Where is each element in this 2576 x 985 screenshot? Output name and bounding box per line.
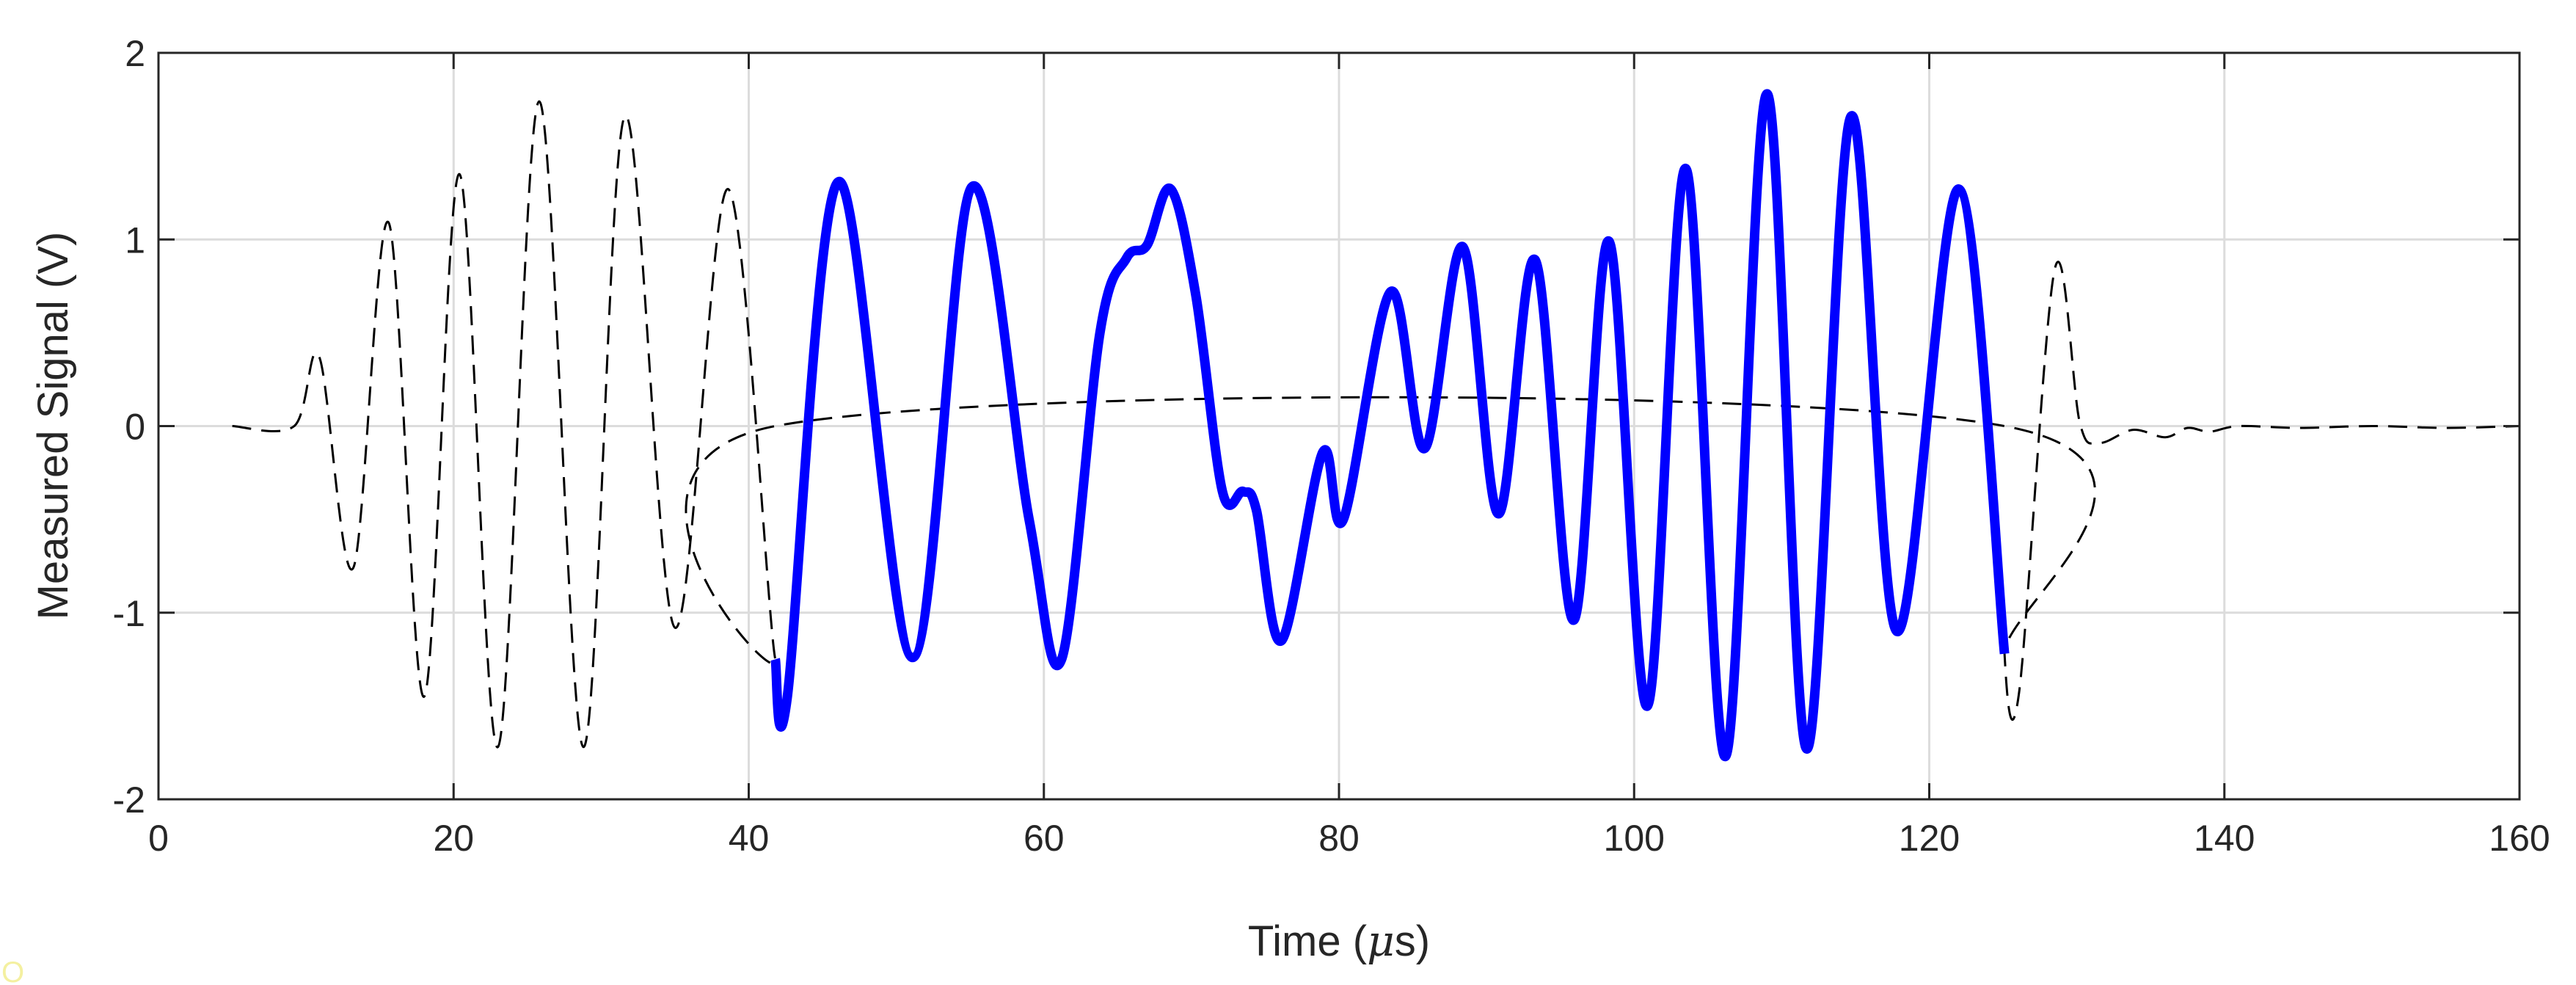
y-tick-label: 0 (125, 407, 145, 448)
series-layer (232, 89, 2520, 762)
x-tick-labels: 0 20 40 60 80 100 120 140 160 (148, 818, 2550, 859)
x-tick-label: 120 (1899, 818, 1960, 859)
y-tick-label: -2 (113, 779, 145, 821)
x-axis-label-suffix: s) (1395, 917, 1430, 965)
y-tick-label: 1 (125, 219, 145, 261)
x-axis-label-unit: μ (1367, 916, 1395, 966)
axis-ticks (157, 51, 2521, 801)
y-axis-label: Measured Signal (V) (29, 232, 77, 620)
y-tick-label: -1 (113, 593, 145, 634)
x-tick-label: 140 (2194, 818, 2255, 859)
x-tick-label: 160 (2489, 818, 2550, 859)
y-tick-label: 2 (125, 33, 145, 74)
x-tick-label: 40 (729, 818, 770, 859)
x-tick-label: 80 (1318, 818, 1360, 859)
x-tick-label: 0 (148, 818, 169, 859)
x-tick-label: 60 (1024, 818, 1065, 859)
x-axis-label: Time (μs) (1248, 916, 1430, 966)
watermark-mark: O (1, 956, 24, 985)
grid-lines (158, 53, 2520, 799)
x-tick-label: 20 (433, 818, 474, 859)
x-axis-label-prefix: Time ( (1248, 917, 1367, 965)
series-line-highlighted (770, 89, 2010, 762)
series-line-dashed (232, 100, 2520, 749)
y-tick-labels: -2 -1 0 1 2 (113, 33, 145, 821)
x-tick-label: 100 (1604, 818, 1665, 859)
